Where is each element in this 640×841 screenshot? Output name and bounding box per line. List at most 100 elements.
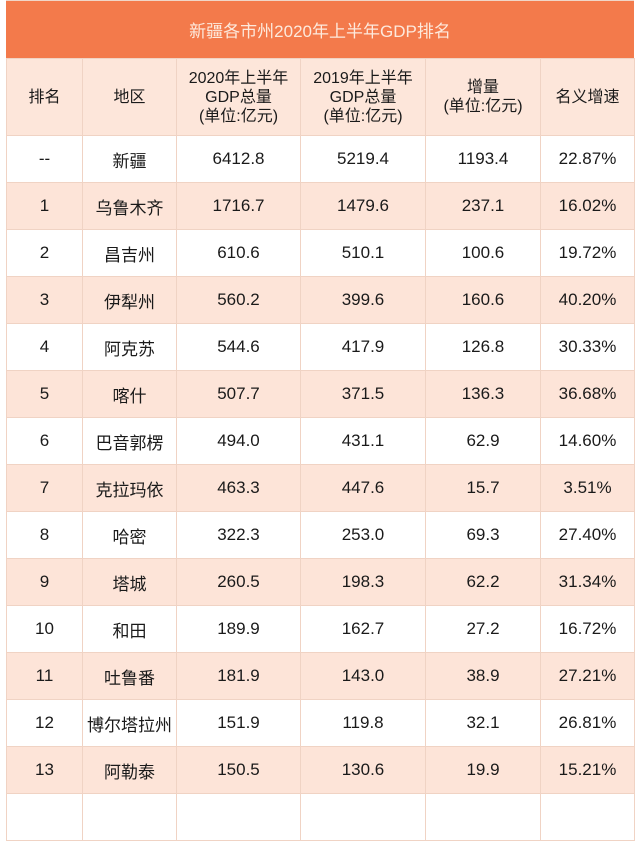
cell-nominal-growth: 30.33% — [540, 323, 635, 371]
cell-region — [82, 793, 177, 841]
cell-nominal-growth: 3.51% — [540, 464, 635, 512]
header-gdp-2019h1: 2019年上半年 GDP总量 (单位:亿元) — [300, 58, 426, 136]
cell-gdp-2020h1: 560.2 — [176, 276, 301, 324]
header-line: (单位:亿元) — [443, 98, 523, 115]
table-row: 9 塔城 260.5 198.3 62.2 31.34% — [6, 558, 635, 606]
cell-gdp-2019h1: 510.1 — [300, 229, 426, 277]
header-line: 排名 — [28, 88, 61, 106]
cell-gdp-2020h1: 494.0 — [176, 417, 301, 465]
table-title: 新疆各市州2020年上半年GDP排名 — [6, 0, 634, 58]
cell-increase: 126.8 — [425, 323, 541, 371]
header-line: 增量 — [466, 79, 499, 96]
cell-gdp-2019h1: 119.8 — [300, 699, 426, 747]
cell-gdp-2019h1 — [300, 793, 426, 841]
cell-gdp-2019h1: 5219.4 — [300, 135, 426, 183]
cell-gdp-2019h1: 130.6 — [300, 746, 426, 794]
cell-nominal-growth: 16.02% — [540, 182, 635, 230]
cell-gdp-2020h1: 151.9 — [176, 699, 301, 747]
table-row: -- 新疆 6412.8 5219.4 1193.4 22.87% — [6, 135, 635, 183]
header-line: 地区 — [113, 88, 146, 106]
cell-rank: 3 — [6, 276, 83, 324]
table-row: 12 博尔塔拉州 151.9 119.8 32.1 26.81% — [6, 699, 635, 747]
cell-increase: 62.9 — [425, 417, 541, 465]
cell-gdp-2019h1: 447.6 — [300, 464, 426, 512]
cell-region: 新疆 — [82, 135, 177, 183]
cell-rank — [6, 793, 83, 841]
cell-increase: 69.3 — [425, 511, 541, 559]
cell-region: 博尔塔拉州 — [82, 699, 177, 747]
cell-increase — [425, 793, 541, 841]
cell-rank: -- — [6, 135, 83, 183]
cell-increase: 38.9 — [425, 652, 541, 700]
cell-gdp-2019h1: 431.1 — [300, 417, 426, 465]
header-nominal-growth: 名义增速 — [540, 58, 635, 136]
cell-nominal-growth — [540, 793, 635, 841]
cell-region: 塔城 — [82, 558, 177, 606]
cell-nominal-growth: 26.81% — [540, 699, 635, 747]
table-row: 3 伊犁州 560.2 399.6 160.6 40.20% — [6, 276, 635, 324]
header-line: 名义增速 — [555, 88, 620, 106]
cell-rank: 8 — [6, 511, 83, 559]
cell-gdp-2020h1: 463.3 — [176, 464, 301, 512]
cell-rank: 7 — [6, 464, 83, 512]
cell-nominal-growth: 22.87% — [540, 135, 635, 183]
cell-gdp-2019h1: 371.5 — [300, 370, 426, 418]
table-row: 2 昌吉州 610.6 510.1 100.6 19.72% — [6, 229, 635, 277]
cell-nominal-growth: 16.72% — [540, 605, 635, 653]
cell-region: 喀什 — [82, 370, 177, 418]
cell-rank: 2 — [6, 229, 83, 277]
cell-gdp-2019h1: 399.6 — [300, 276, 426, 324]
table-row: 6 巴音郭楞 494.0 431.1 62.9 14.60% — [6, 417, 635, 465]
cell-gdp-2019h1: 417.9 — [300, 323, 426, 371]
cell-increase: 32.1 — [425, 699, 541, 747]
cell-gdp-2020h1: 6412.8 — [176, 135, 301, 183]
cell-gdp-2019h1: 198.3 — [300, 558, 426, 606]
table-row: 11 吐鲁番 181.9 143.0 38.9 27.21% — [6, 652, 635, 700]
cell-gdp-2020h1: 544.6 — [176, 323, 301, 371]
cell-gdp-2020h1 — [176, 793, 301, 841]
cell-rank: 9 — [6, 558, 83, 606]
cell-increase: 1193.4 — [425, 135, 541, 183]
cell-nominal-growth: 27.21% — [540, 652, 635, 700]
table-row: 1 乌鲁木齐 1716.7 1479.6 237.1 16.02% — [6, 182, 635, 230]
cell-gdp-2020h1: 189.9 — [176, 605, 301, 653]
header-line: (单位:亿元) — [198, 107, 279, 125]
cell-gdp-2020h1: 181.9 — [176, 652, 301, 700]
table-row: 7 克拉玛依 463.3 447.6 15.7 3.51% — [6, 464, 635, 512]
cell-region: 吐鲁番 — [82, 652, 177, 700]
cell-nominal-growth: 14.60% — [540, 417, 635, 465]
header-rank: 排名 — [6, 58, 83, 136]
cell-gdp-2020h1: 1716.7 — [176, 182, 301, 230]
cell-gdp-2020h1: 260.5 — [176, 558, 301, 606]
cell-region: 伊犁州 — [82, 276, 177, 324]
cell-nominal-growth: 27.40% — [540, 511, 635, 559]
table-row: 5 喀什 507.7 371.5 136.3 36.68% — [6, 370, 635, 418]
cell-nominal-growth: 15.21% — [540, 746, 635, 794]
cell-gdp-2019h1: 1479.6 — [300, 182, 426, 230]
table-row: 8 哈密 322.3 253.0 69.3 27.40% — [6, 511, 635, 559]
table-row: 10 和田 189.9 162.7 27.2 16.72% — [6, 605, 635, 653]
cell-increase: 27.2 — [425, 605, 541, 653]
gdp-table: 排名 地区 2020年上半年 GDP总量 (单位:亿元) 2019年上半年 GDP总量 (单位… — [6, 58, 635, 841]
cell-increase: 19.9 — [425, 746, 541, 794]
header-region: 地区 — [82, 58, 177, 136]
cell-nominal-growth: 40.20% — [540, 276, 635, 324]
cell-gdp-2020h1: 322.3 — [176, 511, 301, 559]
cell-nominal-growth: 31.34% — [540, 558, 635, 606]
table-row: 4 阿克苏 544.6 417.9 126.8 30.33% — [6, 323, 635, 371]
cell-rank: 10 — [6, 605, 83, 653]
cell-region: 哈密 — [82, 511, 177, 559]
gdp-ranking-table-container: 新疆各市州2020年上半年GDP排名 排名 地区 2020年上半年 GDP总量 (单位:… — [6, 0, 635, 841]
cell-region: 和田 — [82, 605, 177, 653]
cell-increase: 160.6 — [425, 276, 541, 324]
cell-rank: 4 — [6, 323, 83, 371]
cell-gdp-2019h1: 143.0 — [300, 652, 426, 700]
cell-region: 乌鲁木齐 — [82, 182, 177, 230]
cell-region: 阿勒泰 — [82, 746, 177, 794]
cell-increase: 62.2 — [425, 558, 541, 606]
cell-region: 克拉玛依 — [82, 464, 177, 512]
header-line: 2020年上半年 — [188, 69, 289, 87]
cell-rank: 12 — [6, 699, 83, 747]
cell-nominal-growth: 19.72% — [540, 229, 635, 277]
cell-rank: 13 — [6, 746, 83, 794]
